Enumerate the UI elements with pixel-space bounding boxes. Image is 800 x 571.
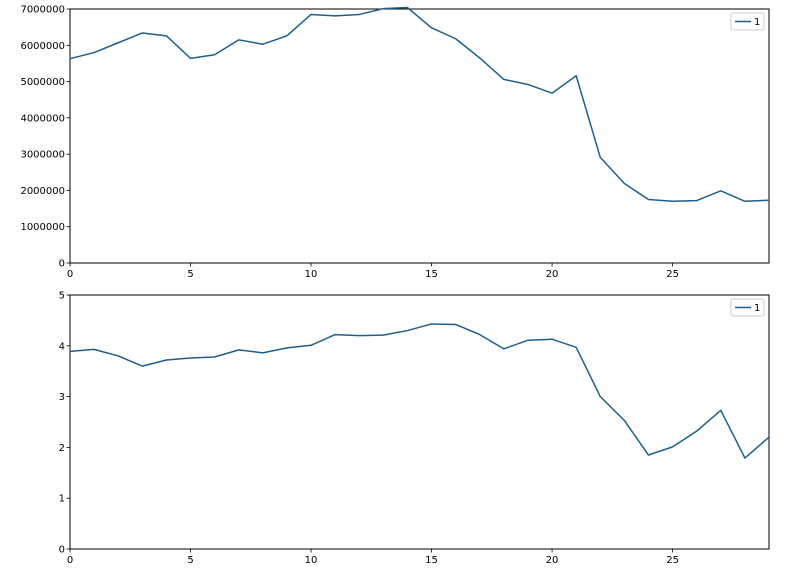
y-tick-label: 3000000 xyxy=(20,150,65,161)
y-tick-label: 0 xyxy=(59,259,65,270)
x-tick-label: 5 xyxy=(187,555,193,566)
y-tick-label: 5000000 xyxy=(20,77,65,88)
y-tick-label: 1 xyxy=(59,494,65,505)
bottom-chart-panel: 0 1 2 3 4 5 0 5 10 15 20 25 1 xyxy=(59,291,770,566)
x-tick-label: 10 xyxy=(305,555,318,566)
y-tick-label: 6000000 xyxy=(20,41,65,52)
axes-frame xyxy=(69,294,770,550)
legend-label: 1 xyxy=(754,17,760,28)
x-tick-label: 0 xyxy=(67,555,73,566)
legend: 1 xyxy=(730,12,765,31)
x-tick-label: 20 xyxy=(546,555,559,566)
x-tick-label: 20 xyxy=(546,269,559,280)
x-tick-label: 5 xyxy=(187,269,193,280)
x-tick-label: 25 xyxy=(666,555,679,566)
y-tick-label: 2000000 xyxy=(20,186,65,197)
x-tick-label: 15 xyxy=(425,555,438,566)
x-tick-label: 10 xyxy=(305,269,318,280)
series-line xyxy=(69,323,770,459)
y-tick-label: 5 xyxy=(59,291,65,302)
y-tick-label: 1000000 xyxy=(20,222,65,233)
series-line xyxy=(69,6,770,203)
y-tick-label: 4000000 xyxy=(20,113,65,124)
y-tick-label: 2 xyxy=(59,443,65,454)
y-tick-label: 7000000 xyxy=(20,5,65,16)
y-tick-label: 3 xyxy=(59,392,65,403)
x-tick-label: 25 xyxy=(666,269,679,280)
x-tick-label: 15 xyxy=(425,269,438,280)
y-tick-label: 4 xyxy=(59,341,65,352)
top-chart-panel: 0 1000000 2000000 3000000 4000000 5000000 6000… xyxy=(20,5,770,280)
legend: 1 xyxy=(730,298,765,317)
legend-label: 1 xyxy=(754,303,760,314)
x-tick-label: 0 xyxy=(67,269,73,280)
axes-frame xyxy=(69,8,770,264)
y-tick-label: 0 xyxy=(59,545,65,556)
